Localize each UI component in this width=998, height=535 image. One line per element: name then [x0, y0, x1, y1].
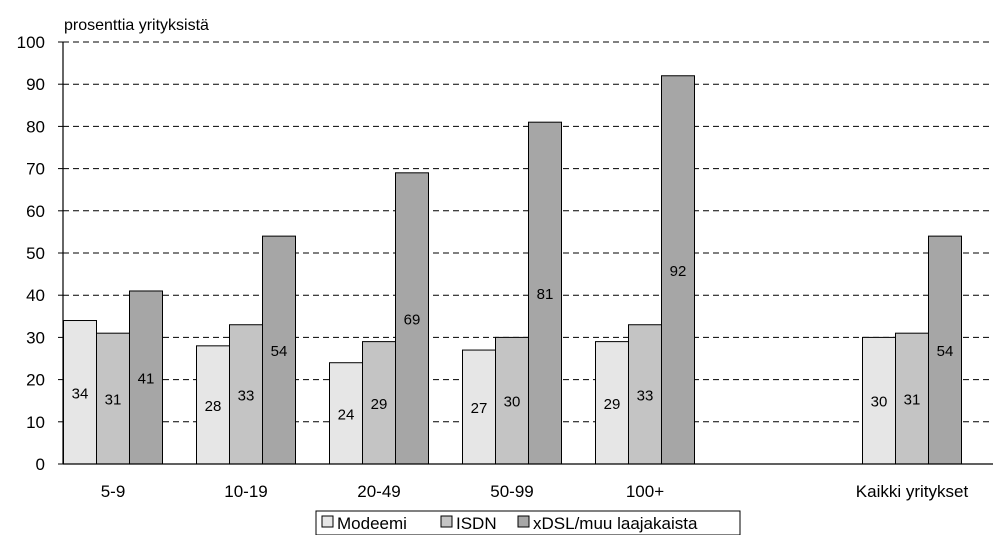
legend-swatch	[440, 515, 453, 528]
data-label: 28	[205, 398, 222, 415]
bar	[96, 332, 130, 465]
data-label: 92	[670, 263, 687, 280]
y-tick-label: 30	[26, 328, 45, 347]
data-label: 30	[871, 394, 888, 411]
y-tick-label: 0	[36, 455, 45, 474]
legend-swatch	[517, 515, 530, 528]
data-label: 29	[604, 396, 621, 413]
y-tick-label: 50	[26, 244, 45, 263]
data-label: 34	[72, 385, 89, 402]
data-label: 81	[537, 286, 554, 303]
data-label: 31	[105, 392, 122, 409]
bar	[262, 235, 296, 465]
x-tick-label: 10-19	[224, 482, 267, 501]
data-label: 41	[138, 370, 155, 387]
bar	[595, 341, 629, 465]
data-label: 30	[504, 394, 521, 411]
data-label: 33	[238, 387, 255, 404]
y-tick-labels: 0 10 20 30 40 50 60 70 80 90 100	[17, 33, 45, 474]
y-tick-label: 60	[26, 202, 45, 221]
data-label: 33	[637, 387, 654, 404]
x-tick-labels: 5-9 10-19 20-49 50-99 100+ Kaikki yritykset	[101, 482, 969, 501]
y-tick-label: 20	[26, 371, 45, 390]
bar	[862, 336, 896, 465]
data-label: 54	[271, 343, 288, 360]
x-tick-label: Kaikki yritykset	[856, 482, 969, 501]
x-tick-label: 20-49	[357, 482, 400, 501]
data-label: 69	[404, 311, 421, 328]
x-tick-label: 100+	[626, 482, 664, 501]
legend-label: xDSL/muu laajakaista	[533, 514, 698, 533]
data-label: 29	[371, 396, 388, 413]
legend-label: ISDN	[456, 514, 497, 533]
y-tick-label: 90	[26, 75, 45, 94]
legend-label: Modeemi	[337, 514, 407, 533]
bar	[928, 235, 962, 465]
y-tick-label: 70	[26, 160, 45, 179]
y-axis-label: prosenttia yrityksistä	[64, 17, 209, 34]
axes	[58, 41, 993, 465]
bar	[661, 75, 695, 465]
bar	[196, 345, 230, 465]
data-label: 24	[338, 406, 355, 423]
y-tick-label: 40	[26, 286, 45, 305]
bar	[229, 324, 263, 465]
legend: Modeemi ISDN xDSL/muu laajakaista	[315, 510, 741, 535]
data-label: 31	[904, 392, 921, 409]
data-labels: 34 31 41 28 33 54 24 29 69 27 30 81 29 33 92 30 31 54	[72, 263, 954, 423]
y-tick-label: 10	[26, 413, 45, 432]
y-tick-label: 100	[17, 33, 45, 52]
legend-swatch	[321, 515, 334, 528]
bar	[462, 349, 496, 465]
data-label: 27	[471, 400, 488, 417]
bar	[528, 121, 562, 465]
x-tick-label: 5-9	[101, 482, 126, 501]
y-tick-label: 80	[26, 117, 45, 136]
data-label: 54	[937, 343, 954, 360]
bar	[628, 324, 662, 465]
bar	[395, 172, 429, 465]
bar	[329, 362, 363, 465]
x-tick-label: 50-99	[490, 482, 533, 501]
